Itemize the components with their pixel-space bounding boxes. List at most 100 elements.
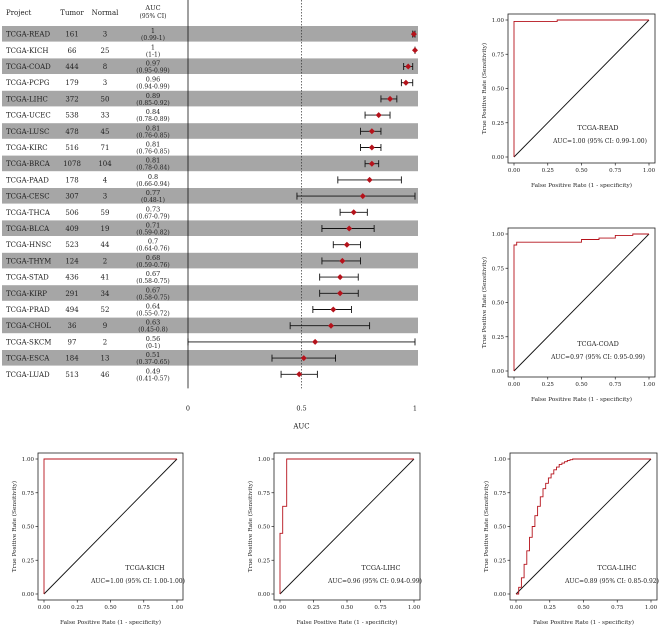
row-normal: 3 bbox=[103, 193, 107, 201]
row-stripe bbox=[2, 317, 418, 334]
row-ci: (0.78-0.84) bbox=[136, 165, 169, 172]
auc-point bbox=[343, 241, 350, 248]
row-ci: (0.94-0.99) bbox=[136, 84, 169, 91]
y-axis-label: True Positive Rate (Sensitivity) bbox=[481, 43, 488, 134]
row-project: TCGA-UCEC bbox=[6, 112, 51, 120]
row-project: TCGA-CESC bbox=[6, 193, 50, 201]
x-tick-label: 0.00 bbox=[274, 605, 287, 611]
diagonal-line bbox=[513, 233, 650, 372]
auc-annotation: AUC=0.89 (95% CI: 0.85-0.92) bbox=[564, 578, 659, 585]
diagonal-line bbox=[515, 458, 652, 595]
auc-point bbox=[387, 95, 394, 102]
header-tumor: Tumor bbox=[60, 9, 84, 17]
row-tumor: 516 bbox=[65, 144, 79, 152]
row-tumor: 523 bbox=[65, 241, 78, 249]
row-project: TCGA-BLCA bbox=[6, 225, 50, 233]
row-stripe bbox=[2, 155, 418, 172]
row-normal: 25 bbox=[101, 47, 110, 55]
row-tumor: 506 bbox=[65, 209, 79, 217]
row-ci: (0.55-0.72) bbox=[136, 311, 169, 318]
row-auc: 0.81 bbox=[146, 157, 160, 165]
forest-tick-label: 0 bbox=[186, 404, 190, 412]
auc-point bbox=[410, 31, 417, 38]
row-tumor: 66 bbox=[68, 47, 77, 55]
row-ci: (0.99-1) bbox=[141, 35, 165, 42]
row-normal: 2 bbox=[103, 257, 107, 265]
auc-point bbox=[328, 322, 335, 329]
row-project: TCGA-READ bbox=[6, 31, 50, 39]
row-project: TCGA-ESCA bbox=[6, 355, 50, 363]
y-tick-label: 0.00 bbox=[494, 592, 507, 598]
row-project: TCGA-THYM bbox=[6, 257, 51, 265]
y-tick-label: 0.00 bbox=[492, 155, 505, 161]
x-tick-label: 0.50 bbox=[104, 605, 117, 611]
row-ci: (0.41-0.57) bbox=[136, 375, 169, 382]
row-project: TCGA-HNSC bbox=[6, 241, 51, 249]
auc-annotation: AUC=1.00 (95% CI: 0.99-1.00) bbox=[552, 138, 647, 145]
row-stripe bbox=[2, 220, 418, 236]
row-ci: (0.45-0.8) bbox=[138, 327, 168, 334]
row-auc: 0.71 bbox=[146, 222, 160, 230]
row-tumor: 409 bbox=[65, 225, 78, 233]
diagonal-line bbox=[43, 458, 178, 595]
row-auc: 0.81 bbox=[146, 141, 160, 149]
row-project: TCGA-KICH bbox=[6, 47, 49, 55]
row-stripe bbox=[2, 123, 418, 139]
roc-panel-kich: 0.00 0.00 0.25 0.25 0.50 0.50 0.75 0.75 1.00 1.00… bbox=[11, 452, 185, 626]
row-ci: (0-1) bbox=[146, 343, 160, 350]
row-normal: 3 bbox=[103, 79, 107, 87]
row-project: TCGA-BRCA bbox=[6, 160, 51, 168]
x-axis-label: False Positive Rate (1 - specificity) bbox=[533, 619, 634, 626]
roc-panel-coad: 0.00 0.00 0.25 0.25 0.50 0.50 0.75 0.75 1.00 1.00… bbox=[481, 227, 656, 403]
y-tick-label: 0.00 bbox=[492, 369, 505, 375]
y-tick-label: 1.00 bbox=[258, 457, 271, 463]
auc-point bbox=[339, 257, 346, 264]
row-project: TCGA-KIRP bbox=[6, 290, 47, 298]
row-tumor: 36 bbox=[68, 322, 77, 330]
row-normal: 34 bbox=[101, 290, 110, 298]
row-tumor: 307 bbox=[65, 193, 78, 201]
row-normal: 44 bbox=[101, 241, 110, 249]
forest-tick-label: 1 bbox=[413, 404, 417, 412]
auc-point bbox=[330, 306, 337, 313]
panel-label: TCGA-COAD bbox=[577, 340, 619, 348]
roc-panel-lihc-a: 0.00 0.00 0.25 0.25 0.50 0.50 0.75 0.75 1.00 1.00… bbox=[247, 452, 422, 626]
forest-tick-label: 0.5 bbox=[296, 404, 306, 412]
row-tumor: 184 bbox=[65, 355, 79, 363]
auc-point bbox=[368, 160, 375, 167]
auc-annotation: AUC=0.96 (95% CI: 0.94-0.99) bbox=[327, 578, 422, 585]
row-auc: 0.84 bbox=[146, 108, 160, 116]
x-tick-label: 0.25 bbox=[544, 605, 557, 611]
panel-label: TCGA-LIHC bbox=[598, 564, 637, 572]
row-stripe bbox=[2, 350, 418, 366]
row-auc: 0.77 bbox=[146, 189, 160, 197]
row-ci: (0.76-0.85) bbox=[136, 149, 169, 156]
row-normal: 50 bbox=[101, 95, 110, 103]
y-tick-label: 0.75 bbox=[494, 491, 507, 497]
row-ci: (0.64-0.76) bbox=[136, 246, 169, 253]
x-tick-label: 0.50 bbox=[575, 168, 588, 174]
x-tick-label: 1.00 bbox=[408, 605, 421, 611]
x-tick-label: 0.00 bbox=[508, 382, 521, 388]
roc-panel-read: 0.00 0.00 0.25 0.25 0.50 0.50 0.75 0.75 1.00 1.00… bbox=[481, 13, 656, 189]
auc-point bbox=[296, 371, 303, 378]
y-tick-label: 0.00 bbox=[258, 592, 271, 598]
row-tumor: 124 bbox=[65, 257, 79, 265]
row-normal: 13 bbox=[101, 355, 110, 363]
auc-annotation: AUC=0.97 (95% CI: 0.95-0.99) bbox=[550, 354, 645, 361]
row-stripe bbox=[2, 252, 418, 269]
auc-point bbox=[337, 290, 344, 297]
y-axis-label: True Positive Rate (Sensitivity) bbox=[11, 481, 18, 572]
row-auc: 0.67 bbox=[146, 270, 160, 278]
row-normal: 33 bbox=[101, 112, 110, 120]
row-tumor: 161 bbox=[65, 31, 78, 39]
row-ci: (1-1) bbox=[146, 51, 160, 58]
row-ci: (0.95-0.99) bbox=[136, 68, 169, 75]
auc-point bbox=[375, 112, 382, 119]
x-tick-label: 0.00 bbox=[508, 168, 521, 174]
y-tick-label: 1.00 bbox=[492, 18, 505, 24]
row-auc: 0.56 bbox=[146, 335, 160, 343]
row-normal: 45 bbox=[101, 128, 110, 136]
y-axis-label: True Positive Rate (Sensitivity) bbox=[247, 481, 254, 572]
